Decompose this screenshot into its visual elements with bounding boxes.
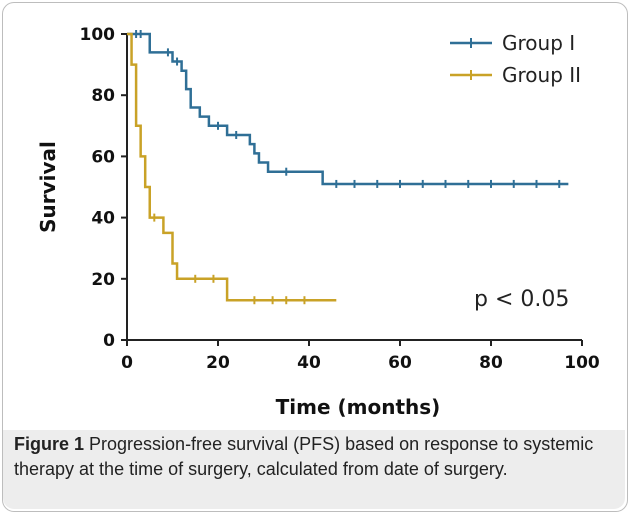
legend-item: Group II — [450, 63, 581, 87]
series-1 — [127, 30, 569, 188]
x-tick-label: 0 — [121, 353, 133, 373]
caption-background — [3, 430, 625, 509]
p-value-annotation: p < 0.05 — [474, 287, 569, 312]
x-tick-label: 100 — [564, 353, 600, 373]
caption-text: Progression-free survival (PFS) based on… — [14, 434, 594, 479]
x-ticks: 0 20 40 60 80 100 — [121, 340, 600, 373]
figure-label: Figure 1 — [14, 434, 85, 454]
y-tick-label: 0 — [103, 331, 115, 351]
x-tick-label: 60 — [388, 353, 412, 373]
x-tick-label: 40 — [297, 353, 321, 373]
y-tick-label: 20 — [91, 270, 115, 290]
legend-label: Group I — [502, 31, 575, 55]
y-axis-title: Survival — [36, 141, 60, 233]
y-tick-label: 60 — [91, 147, 115, 167]
x-axis-title: Time (months) — [276, 395, 441, 419]
figure-caption: Figure 1 Progression-free survival (PFS)… — [14, 432, 614, 482]
legend-item: Group I — [450, 31, 575, 55]
x-tick-label: 80 — [479, 353, 503, 373]
x-tick-label: 20 — [206, 353, 230, 373]
y-tick-label: 40 — [91, 209, 115, 229]
y-ticks: 0 20 40 60 80 100 — [80, 25, 127, 351]
figure-frame — [2, 2, 628, 512]
legend: Group I Group II — [450, 31, 581, 87]
y-tick-label: 100 — [80, 25, 116, 45]
y-tick-label: 80 — [91, 86, 115, 106]
series-layer — [127, 30, 569, 305]
survival-curve — [127, 32, 569, 186]
legend-label: Group II — [502, 63, 581, 87]
survival-curve — [127, 32, 337, 302]
series-2 — [127, 32, 337, 305]
